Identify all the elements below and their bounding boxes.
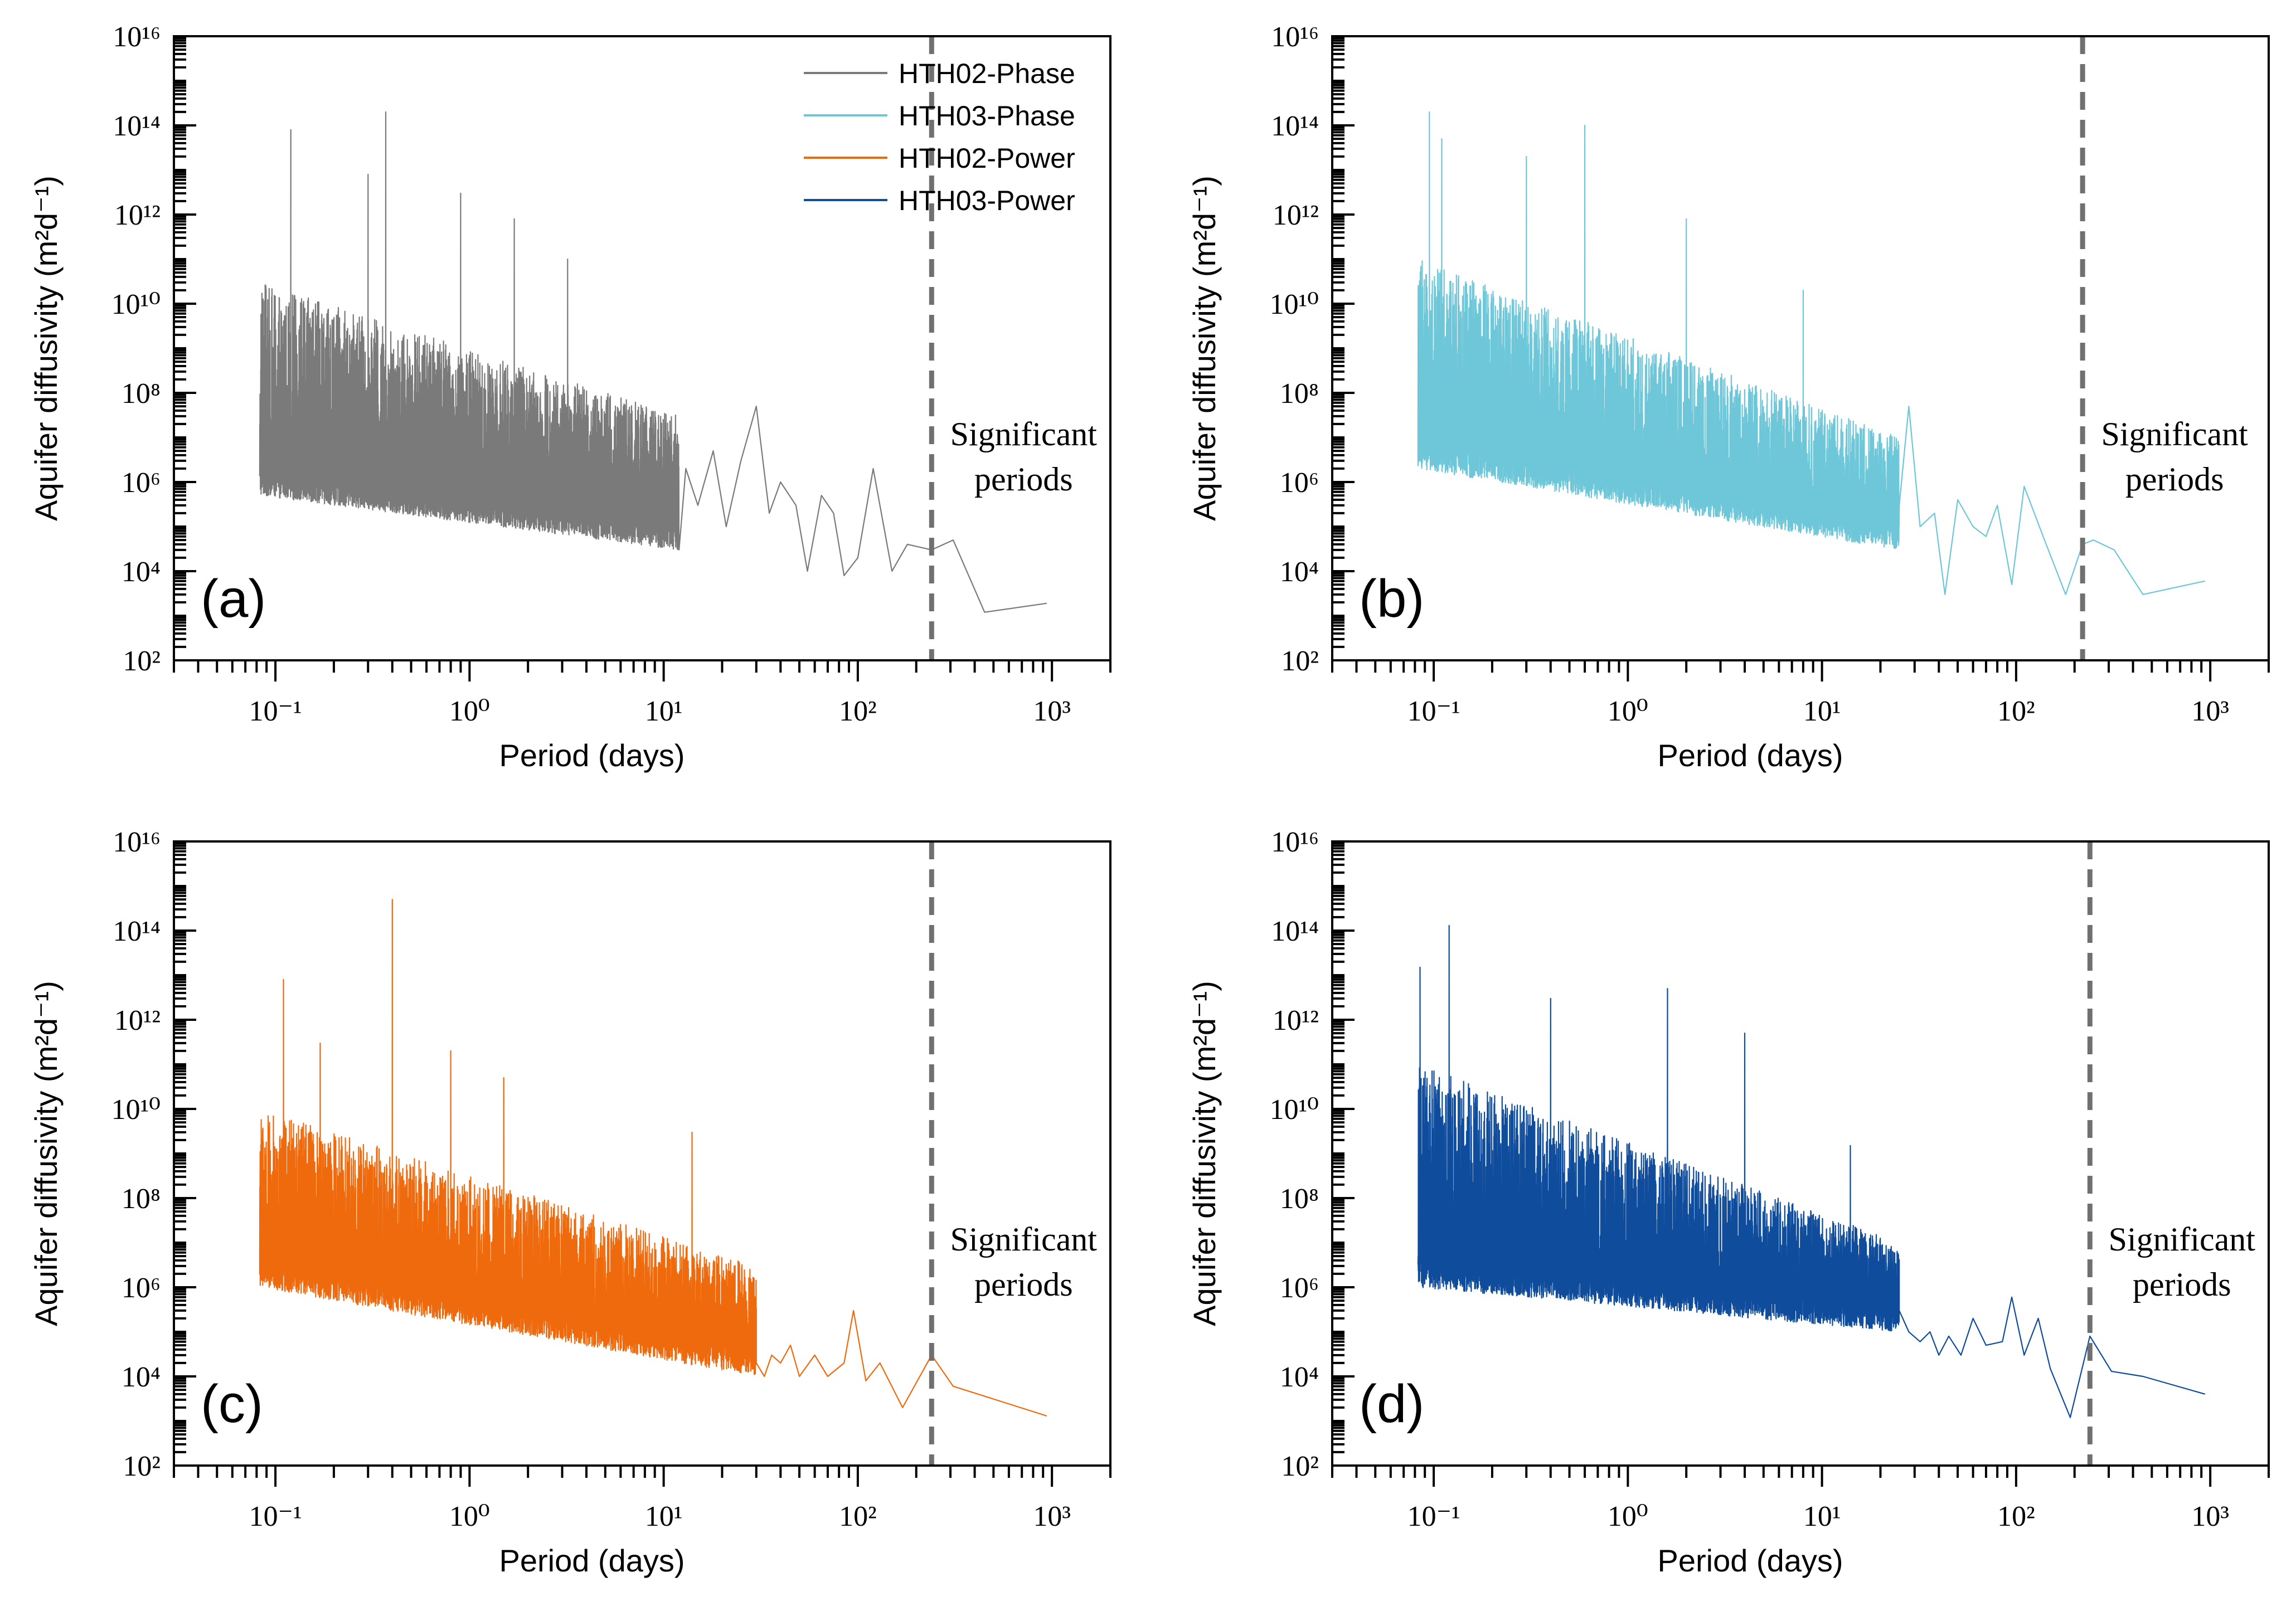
y-tick-label: 10⁸ bbox=[1280, 1183, 1319, 1215]
x-ticks bbox=[1331, 1466, 2270, 1487]
y-tick-label: 10⁶ bbox=[122, 1272, 161, 1304]
x-tick-label: 10¹ bbox=[645, 695, 683, 727]
x-tick-label: 10¹ bbox=[1803, 695, 1841, 727]
annotation-line-2: periods bbox=[974, 1266, 1073, 1303]
x-axis-label: Period (days) bbox=[499, 738, 685, 773]
x-tick-label: 10¹ bbox=[1803, 1501, 1841, 1532]
x-tick-label: 10⁻¹ bbox=[1407, 1501, 1460, 1532]
x-ticks bbox=[1331, 660, 2270, 682]
series-line-hth02-phase bbox=[259, 111, 1047, 613]
y-tick-label: 10⁸ bbox=[122, 378, 161, 410]
y-tick-label: 10¹² bbox=[1273, 199, 1319, 231]
panel-label: (d) bbox=[1359, 1374, 1424, 1434]
x-axis-label: Period (days) bbox=[499, 1543, 685, 1578]
annotation-line-1: Significant bbox=[2109, 1221, 2256, 1258]
x-axis-label: Period (days) bbox=[1657, 1543, 1843, 1578]
y-tick-label: 10¹² bbox=[114, 199, 161, 231]
y-tick-label: 10¹² bbox=[114, 1005, 161, 1036]
annotation-line-2: periods bbox=[2125, 461, 2224, 498]
y-tick-label: 10² bbox=[123, 645, 161, 677]
panel-label: (b) bbox=[1359, 569, 1424, 629]
y-tick-label: 10² bbox=[1281, 1451, 1319, 1482]
x-tick-label: 10¹ bbox=[645, 1501, 683, 1532]
x-tick-label: 10⁰ bbox=[449, 1501, 490, 1532]
y-axis-label: Aquifer diffusivity (m²d⁻¹) bbox=[1187, 981, 1222, 1326]
x-tick-label: 10³ bbox=[2191, 1501, 2229, 1532]
plot-frame bbox=[1331, 840, 2270, 1467]
y-tick-label: 10⁶ bbox=[1280, 1272, 1319, 1304]
y-tick-label: 10¹⁴ bbox=[1271, 110, 1319, 142]
y-tick-label: 10² bbox=[123, 1451, 161, 1482]
annotation-line-2: periods bbox=[2133, 1266, 2231, 1303]
x-ticks bbox=[173, 1466, 1111, 1487]
x-tick-label: 10³ bbox=[2191, 695, 2229, 727]
x-tick-label: 10⁻¹ bbox=[249, 695, 302, 727]
legend-entry: HTH02-Power bbox=[899, 143, 1075, 174]
y-tick-label: 10⁴ bbox=[1280, 1361, 1319, 1393]
x-tick-label: 10² bbox=[839, 695, 877, 727]
panel-label: (c) bbox=[201, 1374, 263, 1434]
y-tick-label: 10⁴ bbox=[1280, 556, 1319, 588]
y-tick-label: 10⁶ bbox=[122, 467, 161, 499]
plot-frame bbox=[173, 840, 1111, 1467]
x-tick-label: 10⁻¹ bbox=[249, 1501, 302, 1532]
x-tick-label: 10⁰ bbox=[1608, 1501, 1648, 1532]
series-line-hth03-power bbox=[1417, 924, 2206, 1418]
legend-entry: HTH02-Phase bbox=[899, 58, 1075, 89]
y-axis-label: Aquifer diffusivity (m²d⁻¹) bbox=[28, 981, 64, 1326]
y-ticks bbox=[1332, 842, 1355, 1467]
y-tick-label: 10¹⁶ bbox=[1271, 826, 1319, 858]
y-tick-label: 10¹⁶ bbox=[113, 826, 161, 858]
y-ticks bbox=[1332, 37, 1355, 661]
x-tick-label: 10³ bbox=[1033, 1501, 1071, 1532]
panel-d: 10² 10⁴ 10⁶ 10⁸ 10¹⁰ 10¹² 10¹⁴ 10¹⁶ 10⁻¹ 10⁰ 10¹ 10… bbox=[1187, 826, 2270, 1578]
y-tick-label: 10⁴ bbox=[122, 556, 161, 588]
series-line-hth03-phase bbox=[1417, 111, 2206, 595]
y-tick-label: 10² bbox=[1281, 645, 1319, 677]
x-tick-label: 10⁰ bbox=[1608, 695, 1648, 727]
x-tick-label: 10² bbox=[1997, 1501, 2035, 1532]
legend-entry: HTH03-Power bbox=[899, 185, 1075, 216]
series-line-hth02-power bbox=[259, 899, 1047, 1417]
y-tick-label: 10⁸ bbox=[122, 1183, 161, 1215]
panel-label: (a) bbox=[201, 569, 266, 629]
panel-b: 10² 10⁴ 10⁶ 10⁸ 10¹⁰ 10¹² 10¹⁴ 10¹⁶ 10⁻¹ 10⁰ 10¹ 10… bbox=[1187, 21, 2270, 773]
y-tick-label: 10¹⁰ bbox=[111, 1094, 161, 1126]
x-axis-label: Period (days) bbox=[1657, 738, 1843, 773]
y-tick-label: 10⁴ bbox=[122, 1361, 161, 1393]
y-tick-label: 10¹⁶ bbox=[1271, 21, 1319, 53]
x-tick-label: 10⁻¹ bbox=[1407, 695, 1460, 727]
panel-c: 10² 10⁴ 10⁶ 10⁸ 10¹⁰ 10¹² 10¹⁴ 10¹⁶ 10⁻¹ 10⁰ 10¹ 10… bbox=[28, 826, 1111, 1578]
annotation-line-2: periods bbox=[974, 461, 1073, 498]
legend: HTH02-Phase HTH03-Phase HTH02-Power HTH03-P… bbox=[804, 58, 1075, 216]
legend-entry: HTH03-Phase bbox=[899, 100, 1075, 132]
x-tick-label: 10² bbox=[1997, 695, 2035, 727]
y-tick-label: 10¹⁰ bbox=[1270, 1094, 1319, 1126]
y-axis-label: Aquifer diffusivity (m²d⁻¹) bbox=[1187, 176, 1222, 521]
annotation-line-1: Significant bbox=[950, 416, 1098, 452]
y-tick-label: 10¹⁰ bbox=[111, 289, 161, 320]
x-ticks bbox=[173, 660, 1111, 682]
y-ticks bbox=[174, 37, 196, 661]
y-tick-label: 10⁸ bbox=[1280, 378, 1319, 410]
y-tick-label: 10¹⁴ bbox=[113, 110, 161, 142]
y-tick-label: 10⁶ bbox=[1280, 467, 1319, 499]
x-tick-label: 10² bbox=[839, 1501, 877, 1532]
y-tick-label: 10¹⁴ bbox=[113, 916, 161, 947]
y-ticks bbox=[174, 842, 196, 1467]
annotation-line-1: Significant bbox=[2101, 416, 2249, 452]
y-tick-label: 10¹² bbox=[1273, 1005, 1319, 1036]
annotation-line-1: Significant bbox=[950, 1221, 1098, 1258]
x-tick-label: 10⁰ bbox=[449, 695, 490, 727]
panel-a: 10² 10⁴ 10⁶ 10⁸ 10¹⁰ 10¹² 10¹⁴ 10¹⁶ 10⁻¹ 10⁰ 10¹ 10… bbox=[28, 21, 1111, 773]
y-axis-label: Aquifer diffusivity (m²d⁻¹) bbox=[28, 176, 64, 521]
y-tick-label: 10¹⁴ bbox=[1271, 916, 1319, 947]
y-tick-label: 10¹⁰ bbox=[1270, 289, 1319, 320]
x-tick-label: 10³ bbox=[1033, 695, 1071, 727]
y-tick-label: 10¹⁶ bbox=[113, 21, 161, 53]
